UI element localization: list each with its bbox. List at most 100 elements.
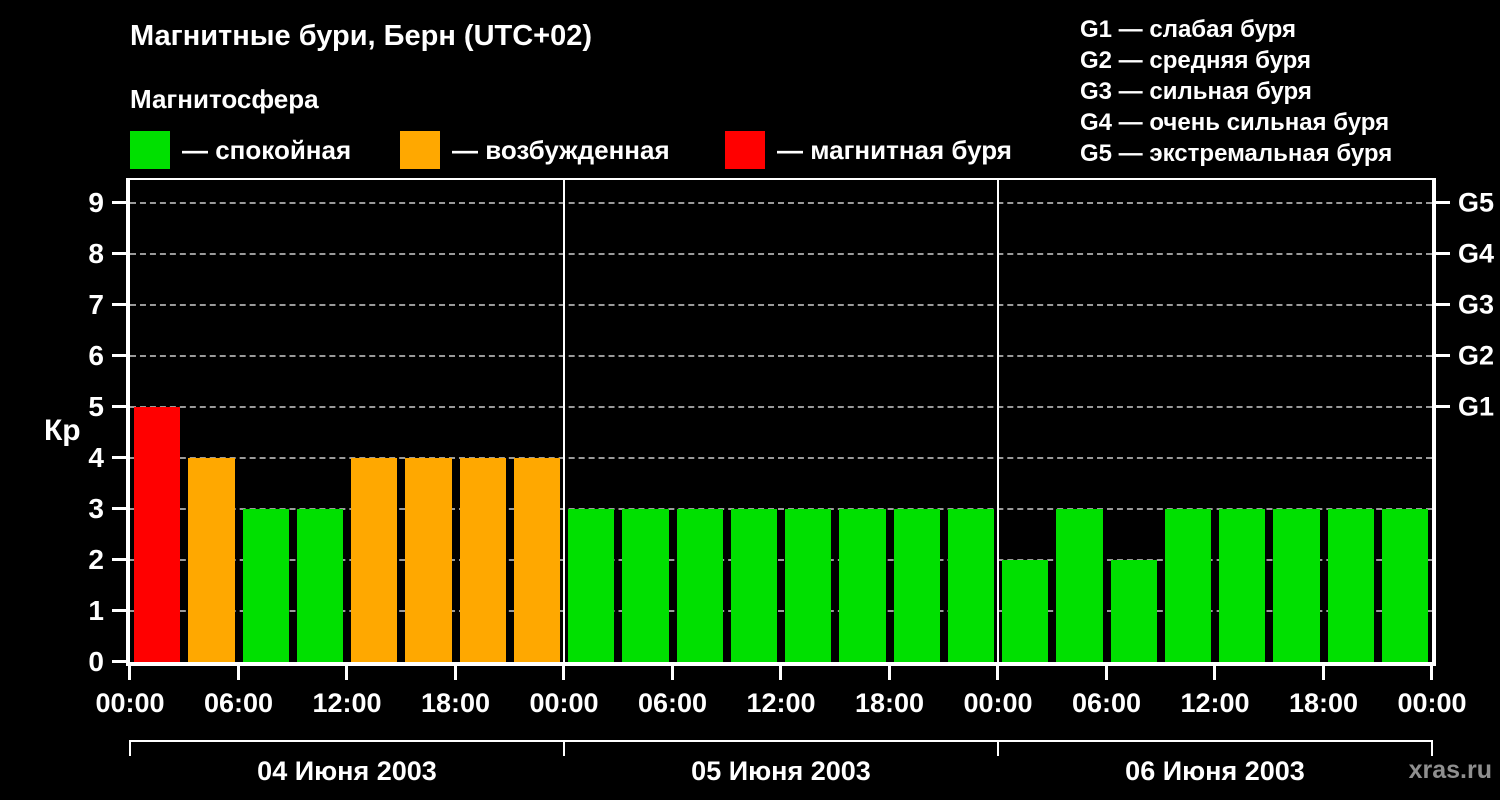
g-scale-line: G1 — слабая буря (1080, 16, 1297, 43)
date-bracket-tick (997, 740, 999, 756)
x-axis-tick (996, 666, 999, 680)
kp-bar-day3-3 (1164, 509, 1211, 662)
x-axis-line (126, 662, 1436, 666)
x-axis-tick (345, 666, 348, 680)
gridline (130, 610, 1432, 612)
kp-bar-day2-4 (785, 509, 832, 662)
x-tick-label: 00:00 (963, 688, 1033, 718)
y-axis-tick (112, 660, 126, 663)
y-axis-tick (112, 354, 126, 357)
day-boundary-line (563, 180, 565, 662)
x-tick-label: 12:00 (746, 688, 816, 718)
kp-bar-day2-6 (893, 509, 940, 662)
legend-swatch-storm (725, 131, 765, 169)
legend-swatch-excited (400, 131, 440, 169)
watermark: xras.ru (1408, 756, 1492, 784)
gridline (130, 559, 1432, 561)
gridline (130, 202, 1432, 204)
y-tick-label: 8 (88, 238, 104, 269)
kp-bar-day3-6 (1327, 509, 1374, 662)
date-bracket-line (130, 740, 1432, 742)
x-axis-tick (670, 666, 674, 680)
x-axis-tick (1430, 666, 1433, 680)
date-label: 04 Июня 2003 (257, 756, 437, 786)
y-axis-tick (112, 303, 126, 306)
legend-label-storm: — магнитная буря (777, 135, 1012, 165)
y-tick-label: 0 (88, 646, 104, 677)
legend-swatch-quiet (130, 131, 170, 169)
gridline (130, 355, 1432, 357)
y-tick-label: 7 (88, 289, 104, 320)
gridline (130, 406, 1432, 408)
y-axis-tick (112, 405, 126, 408)
x-axis-tick (1321, 666, 1325, 680)
x-axis-tick (887, 666, 891, 680)
x-axis-tick (779, 666, 782, 680)
kp-bar-day2-7 (947, 509, 994, 662)
x-axis-tick (128, 666, 131, 680)
x-tick-label: 06:00 (1071, 688, 1142, 718)
page-title: Магнитные бури, Берн (UTC+02) (130, 20, 593, 52)
x-tick-label: 18:00 (420, 688, 491, 718)
kp-bar-day2-3 (730, 509, 777, 662)
x-axis-tick (562, 666, 565, 680)
x-tick-label: 00:00 (95, 688, 165, 718)
g-scale-line: G5 — экстремальная буря (1080, 140, 1393, 167)
y-axis-tick (112, 609, 126, 612)
g-scale-tick-label: G5 (1458, 187, 1495, 218)
y-tick-label: 6 (88, 340, 104, 371)
kp-bar-day1-7 (513, 458, 560, 662)
date-bracket-tick (129, 740, 131, 756)
y-tick-label: 9 (88, 187, 104, 218)
g-scale-line: G3 — сильная буря (1080, 78, 1312, 105)
date-bracket-tick (563, 740, 565, 756)
right-axis-tick (1436, 354, 1450, 357)
kp-bar-day3-0 (1002, 560, 1049, 662)
y-tick-label: 4 (88, 442, 104, 473)
g-scale-tick-label: G2 (1458, 340, 1495, 371)
date-bracket-tick (1431, 740, 1433, 756)
y-axis-line (126, 178, 130, 666)
kp-bar-day2-2 (676, 509, 723, 662)
y-axis-tick (112, 201, 126, 204)
y-axis-tick (112, 507, 126, 510)
right-axis-tick (1436, 303, 1450, 306)
date-label: 05 Июня 2003 (691, 756, 871, 786)
g-scale-line: G2 — средняя буря (1080, 47, 1311, 74)
legend-label-quiet: — спокойная (182, 135, 352, 165)
kp-bar-day1-0 (134, 407, 181, 662)
g-scale-legend: G1 — слабая буря G2 — средняя буря G3 — си… (1080, 14, 1392, 169)
kp-bar-day1-4 (351, 458, 398, 662)
x-tick-label: 00:00 (529, 688, 599, 718)
plot-frame-top (126, 178, 1436, 180)
kp-bar-day1-5 (405, 458, 452, 662)
kp-bar-day3-5 (1273, 509, 1320, 662)
kp-bar-day3-7 (1381, 509, 1428, 662)
g-scale-tick-label: G4 (1458, 238, 1495, 269)
y-axis-title: Кр (44, 414, 81, 447)
x-axis-tick (1213, 666, 1216, 680)
kp-bar-day2-5 (839, 509, 886, 662)
x-axis-tick (453, 666, 457, 680)
x-tick-label: 18:00 (854, 688, 925, 718)
kp-bar-day1-1 (188, 458, 235, 662)
kp-bar-day3-4 (1219, 509, 1266, 662)
kp-bar-day1-3 (296, 509, 343, 662)
x-tick-label: 00:00 (1397, 688, 1467, 718)
y-tick-label: 5 (88, 391, 104, 422)
kp-bar-day3-1 (1056, 509, 1103, 662)
gridline (130, 304, 1432, 306)
y-axis-tick (112, 456, 126, 459)
y-tick-label: 3 (88, 493, 104, 524)
x-tick-label: 06:00 (203, 688, 274, 718)
x-tick-label: 18:00 (1288, 688, 1359, 718)
y-tick-label: 1 (88, 595, 104, 626)
right-axis-tick (1436, 252, 1450, 255)
y-tick-label: 2 (88, 544, 104, 575)
right-axis-line (1432, 178, 1436, 666)
x-tick-label: 12:00 (1180, 688, 1250, 718)
gridline (130, 508, 1432, 510)
